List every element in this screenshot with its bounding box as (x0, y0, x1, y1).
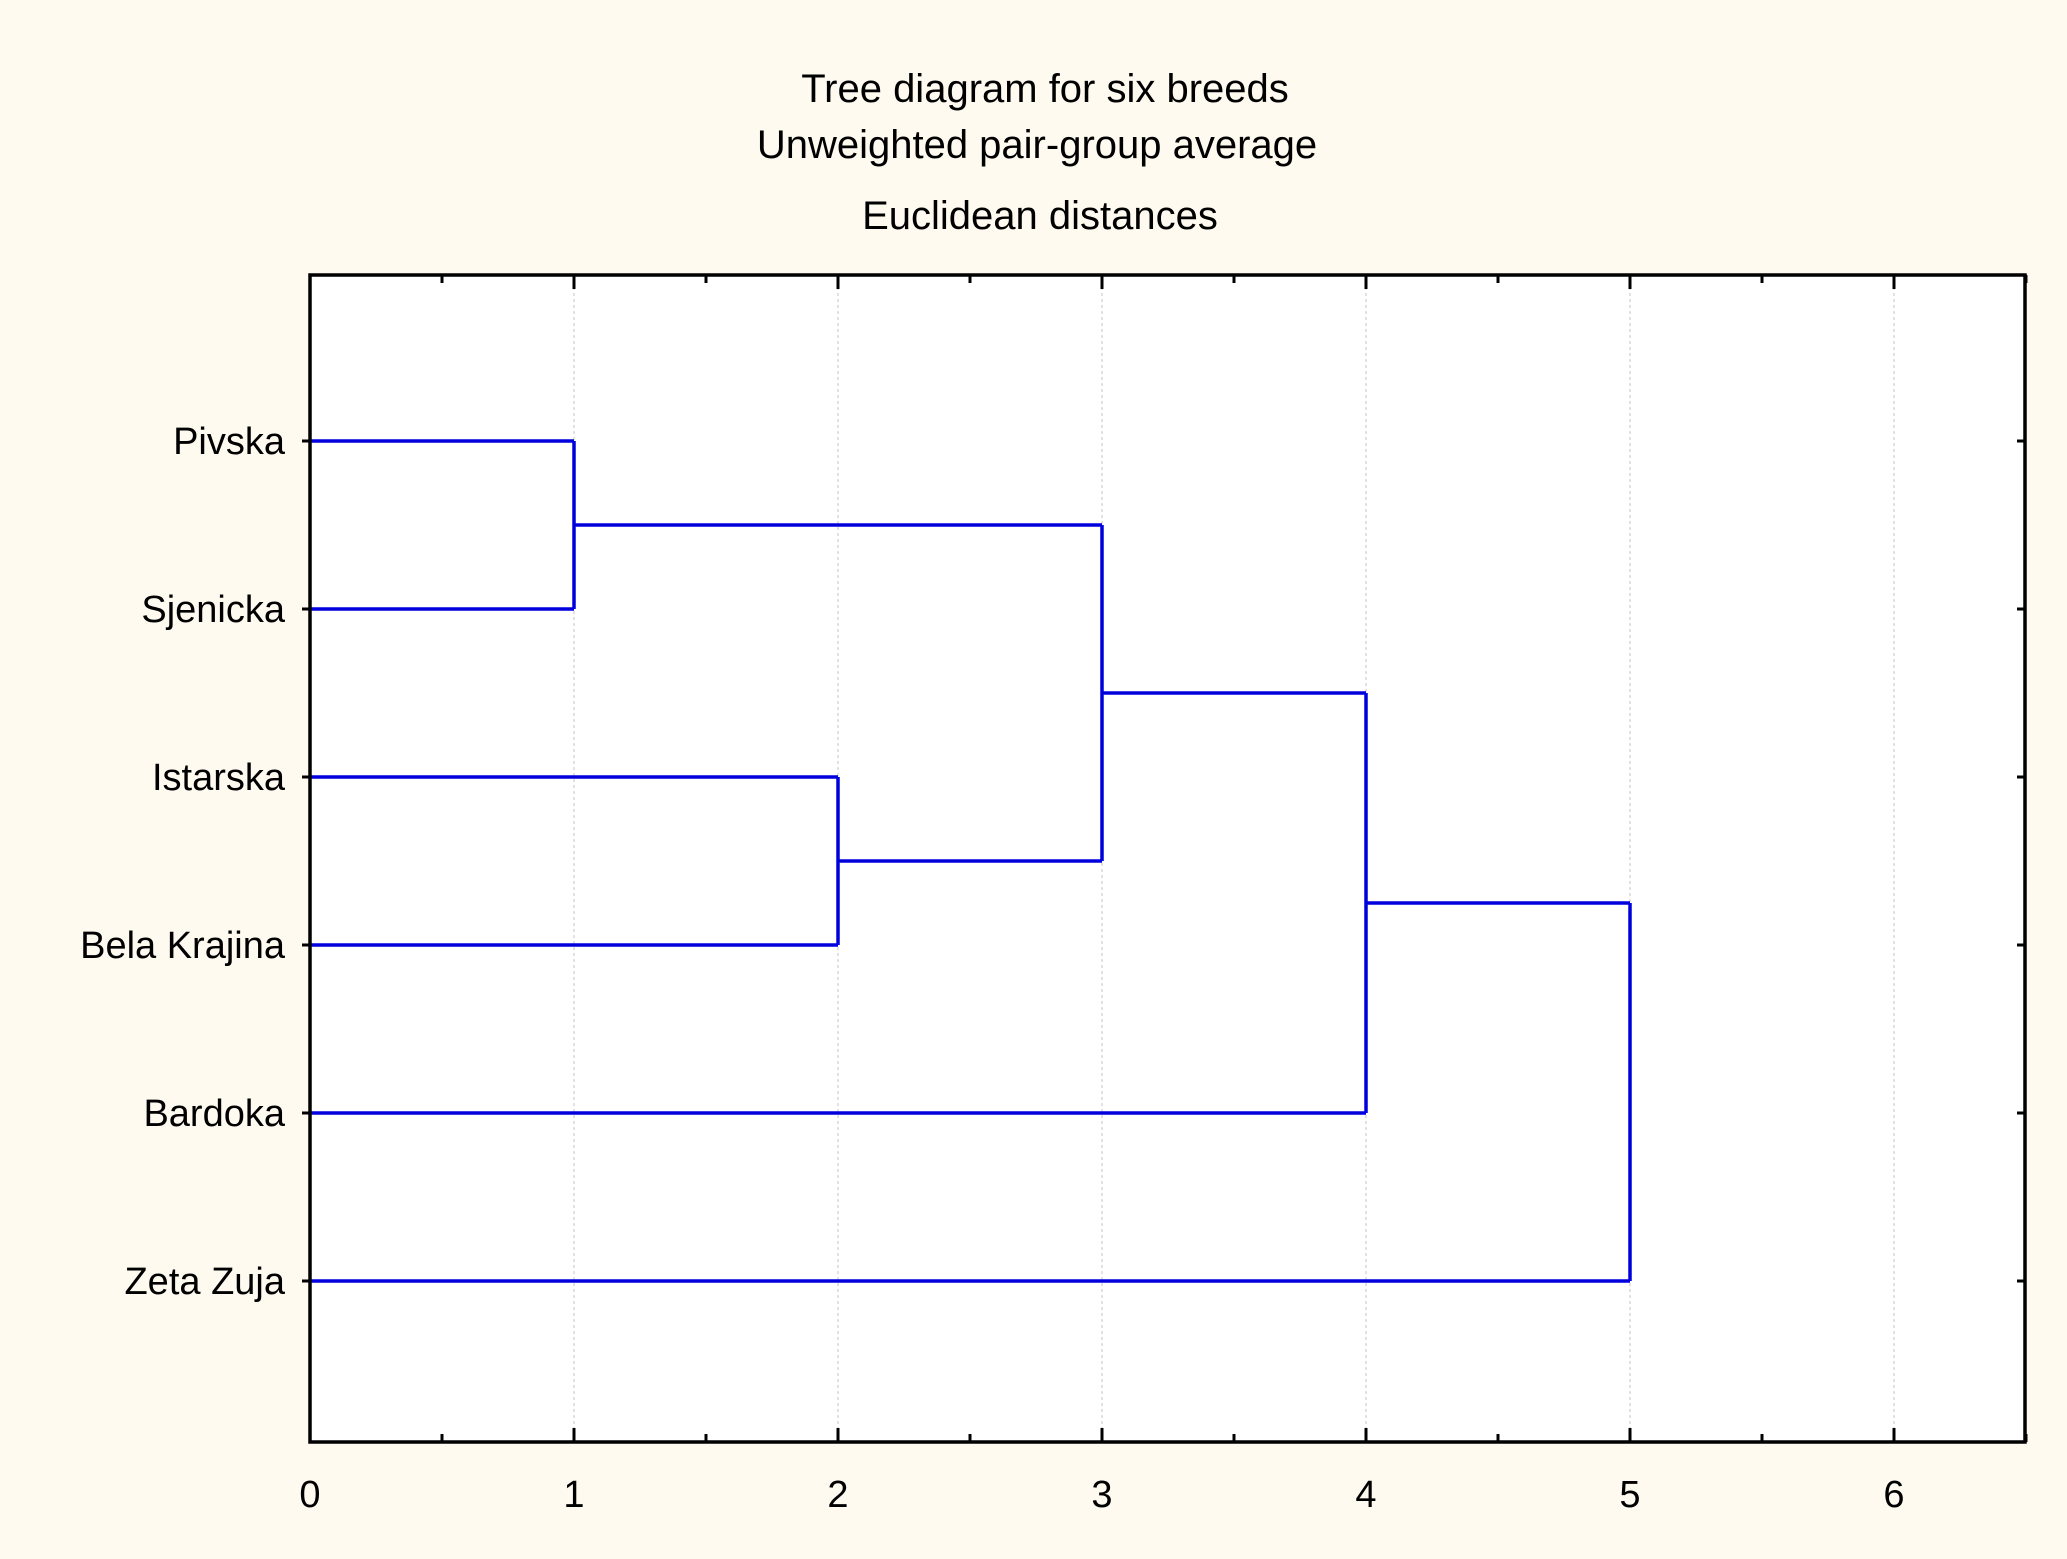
leaf-label-istarska: Istarska (152, 757, 286, 799)
plot-area (310, 275, 2025, 1442)
chart-title: Tree diagram for six breeds (801, 67, 1289, 111)
x-tick-label-6: 6 (1883, 1474, 1904, 1516)
x-tick-label-0: 0 (299, 1474, 320, 1516)
leaf-label-pivska: Pivska (173, 421, 286, 463)
x-tick-label-3: 3 (1091, 1474, 1112, 1516)
x-tick-label-2: 2 (827, 1474, 848, 1516)
chart-subtitle: Unweighted pair-group average (757, 123, 1317, 167)
leaf-labels: Pivska Sjenicka Istarska Bela Krajina Bardok… (80, 421, 286, 1303)
x-tick-label-5: 5 (1619, 1474, 1640, 1516)
plot-frame (308, 273, 2027, 1444)
leaf-label-zeta-zuja: Zeta Zuja (124, 1261, 285, 1303)
axes (302, 273, 2027, 1444)
leaf-label-sjenicka: Sjenicka (141, 589, 285, 631)
x-axis-ticks: 0 1 2 3 4 5 6 (299, 275, 2028, 1516)
leaf-label-bardoka: Bardoka (143, 1093, 285, 1135)
chart-subtitle-distance: Euclidean distances (862, 194, 1218, 238)
x-tick-label-4: 4 (1355, 1474, 1376, 1516)
leaf-label-bela-krajina: Bela Krajina (80, 925, 286, 967)
tree-links (310, 439, 1632, 1283)
x-tick-label-1: 1 (563, 1474, 584, 1516)
